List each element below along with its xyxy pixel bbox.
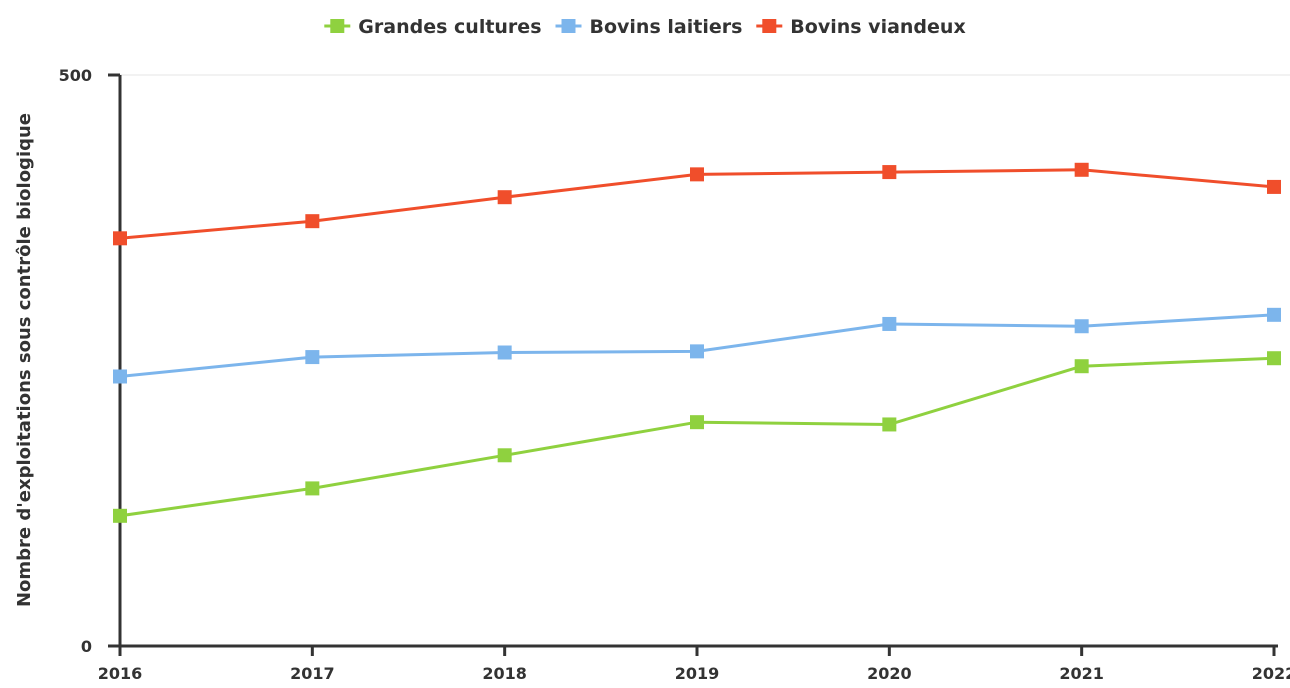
x-tick-label-2019: 2019 (675, 664, 720, 683)
series-1-point-2020 (882, 316, 897, 331)
series-2-point-2020 (882, 165, 897, 180)
legend-marker-1 (561, 19, 576, 33)
series-1-point-2017 (305, 350, 320, 365)
x-tick-label-2018: 2018 (482, 664, 527, 683)
series-2-point-2022 (1267, 179, 1281, 194)
y-axis-title: Nombre d'exploitations sous contrôle bio… (14, 113, 35, 607)
legend-label-1: Bovins laitiers (590, 16, 743, 38)
legend-item-0: Grandes cultures (324, 16, 542, 38)
x-tick-label-2022: 2022 (1252, 664, 1290, 683)
series-1-point-2019 (690, 344, 704, 359)
series-1-point-2018 (497, 345, 512, 360)
legend-label-0: Grandes cultures (358, 16, 541, 38)
series-0-point-2021 (1074, 359, 1089, 374)
x-tick-label-2021: 2021 (1059, 664, 1104, 683)
x-tick-label-2016: 2016 (98, 664, 143, 683)
series-0-point-2018 (497, 448, 512, 463)
x-tick-label-2020: 2020 (867, 664, 912, 683)
series-0-point-2020 (882, 417, 897, 432)
series-line-0 (119, 356, 1275, 518)
chart-axes: 0 500 2016 2017 2018 2019 2020 2021 2022 (59, 66, 1290, 683)
series-0-point-2016 (113, 508, 127, 523)
chart-legend: Grandes cultures Bovins laitiers Bovins vi… (324, 16, 966, 38)
y-tick-label-0: 0 (81, 637, 92, 656)
chart-series (113, 162, 1281, 523)
y-tick-label-500: 500 (59, 66, 92, 85)
series-1-point-2021 (1074, 319, 1089, 334)
x-tick-label-2017: 2017 (290, 664, 335, 683)
series-2-point-2017 (305, 214, 320, 229)
series-0-point-2019 (690, 415, 704, 430)
legend-item-2: Bovins viandeux (756, 16, 966, 38)
legend-item-1: Bovins laitiers (555, 16, 743, 38)
legend-marker-2 (762, 19, 777, 33)
series-2-point-2016 (113, 231, 127, 246)
series-2-point-2021 (1074, 162, 1089, 177)
series-1-point-2016 (113, 369, 127, 384)
series-0-point-2017 (305, 481, 320, 496)
series-1-point-2022 (1267, 307, 1281, 322)
series-2-point-2019 (690, 167, 704, 182)
legend-marker-0 (330, 19, 345, 33)
series-0-point-2022 (1267, 351, 1281, 366)
series-2-point-2018 (497, 190, 512, 205)
legend-label-2: Bovins viandeux (790, 16, 965, 38)
